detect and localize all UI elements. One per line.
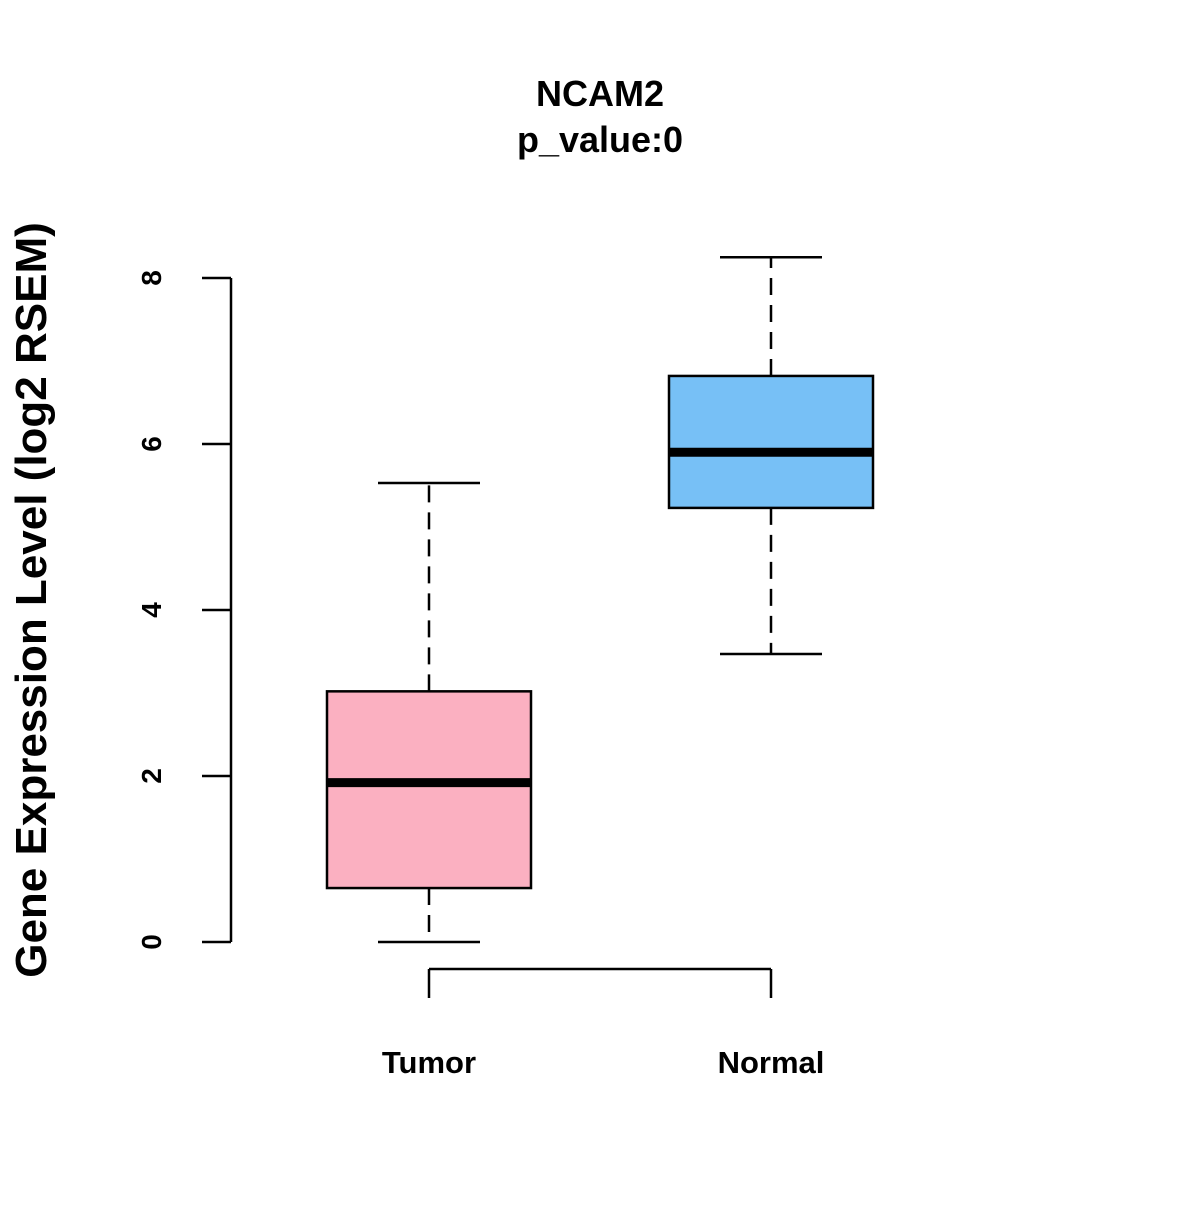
y-tick-label-2: 2: [136, 768, 167, 784]
y-axis-label: Gene Expression Level (log2 RSEM): [7, 222, 56, 978]
chart-title: NCAM2: [536, 73, 664, 114]
box-normal: [667, 256, 875, 656]
iqr-box-normal: [667, 374, 875, 510]
y-axis: 0 2 4 6 8: [136, 270, 233, 950]
iqr-box-tumor: [325, 690, 533, 890]
boxes-layer: [325, 256, 875, 944]
comparison-bracket: [427, 967, 773, 998]
x-category-labels: Tumor Normal: [382, 1045, 824, 1080]
y-tick-label-8: 8: [136, 270, 167, 286]
y-tick-label-6: 6: [136, 436, 167, 452]
y-tick-label-0: 0: [136, 934, 167, 950]
x-label-normal: Normal: [718, 1045, 825, 1080]
x-label-tumor: Tumor: [382, 1045, 476, 1080]
box-tumor: [325, 481, 533, 944]
chart-subtitle: p_value:0: [517, 119, 683, 160]
y-tick-label-4: 4: [136, 602, 167, 618]
